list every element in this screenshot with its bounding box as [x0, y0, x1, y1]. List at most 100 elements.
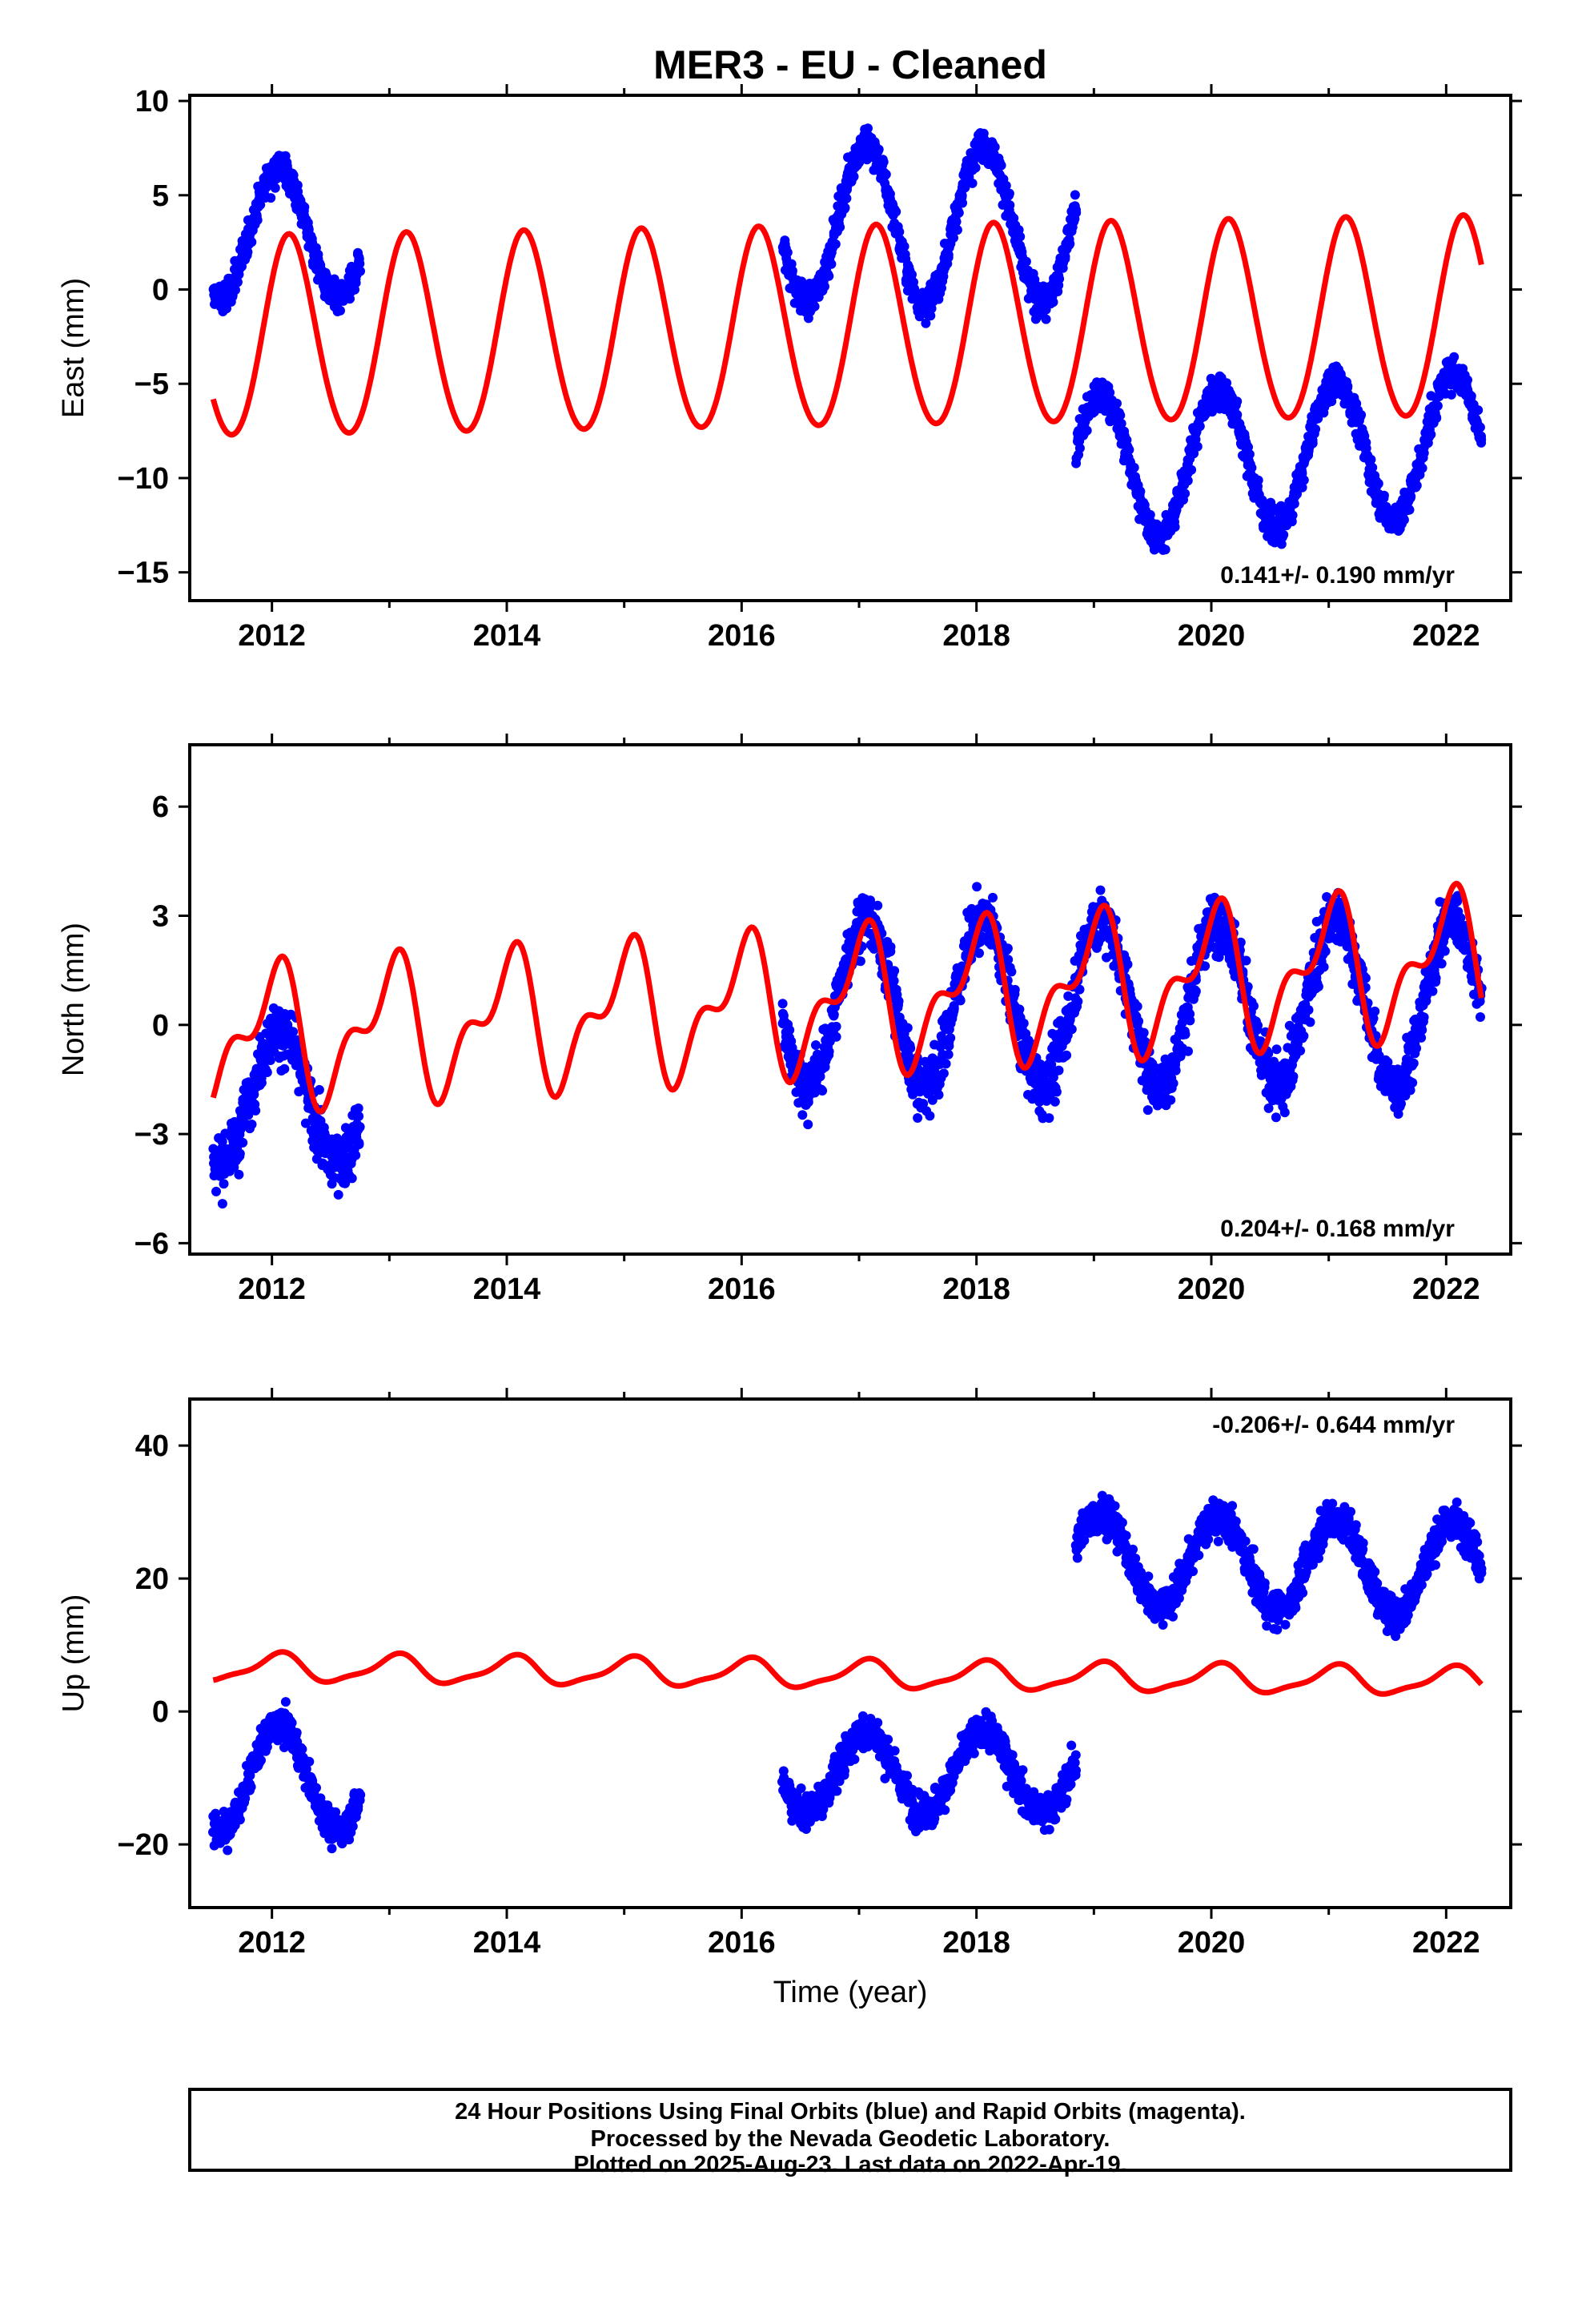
- data-point: [937, 283, 946, 293]
- data-point: [934, 1090, 944, 1100]
- data-point: [1407, 1078, 1418, 1088]
- data-point: [803, 1120, 813, 1130]
- x-tick-label: 2020: [1178, 1273, 1246, 1306]
- data-point: [1367, 462, 1378, 472]
- data-point: [1373, 478, 1383, 489]
- data-point: [1253, 1020, 1263, 1031]
- data-point: [907, 269, 917, 279]
- data-point: [265, 1055, 275, 1065]
- data-point: [246, 1782, 256, 1792]
- data-point: [335, 305, 345, 316]
- x-tick-label: 2014: [473, 1273, 541, 1306]
- data-point: [1060, 251, 1070, 262]
- data-point: [899, 241, 909, 251]
- data-point: [1466, 391, 1476, 401]
- data-point: [1132, 1001, 1142, 1011]
- data-point: [946, 1033, 956, 1043]
- data-point: [1476, 434, 1487, 444]
- east-frame: [188, 94, 1512, 602]
- data-point: [1003, 955, 1014, 965]
- data-point: [974, 948, 984, 959]
- north-x-ticks: [271, 734, 1447, 1265]
- data-point: [1449, 352, 1460, 362]
- data-point: [1287, 510, 1298, 521]
- data-point: [270, 183, 280, 193]
- data-point: [951, 216, 962, 227]
- data-point: [243, 247, 253, 257]
- x-tick-label: 2016: [708, 619, 776, 653]
- north-y-ticks: [179, 805, 1522, 1244]
- data-point: [1048, 297, 1058, 308]
- data-point: [1129, 462, 1139, 472]
- data-point: [1431, 413, 1442, 424]
- data-point: [1063, 991, 1074, 1001]
- data-point: [1393, 1109, 1403, 1119]
- y-tick-label: −5: [135, 368, 169, 401]
- data-point: [1005, 200, 1015, 211]
- data-point: [1405, 1085, 1415, 1096]
- data-point: [826, 259, 837, 269]
- data-point: [1427, 986, 1438, 996]
- data-point: [1307, 438, 1318, 448]
- data-point: [1404, 505, 1415, 515]
- data-point: [279, 1063, 290, 1074]
- east-plot-area: [208, 123, 1487, 555]
- data-point: [1417, 1025, 1427, 1035]
- data-point: [873, 144, 884, 155]
- data-point: [1112, 398, 1122, 408]
- data-point: [820, 281, 829, 292]
- data-point: [1214, 952, 1224, 963]
- data-point: [256, 1078, 267, 1088]
- data-point: [1070, 190, 1080, 200]
- data-point: [313, 249, 323, 259]
- data-point: [1222, 378, 1232, 388]
- data-point: [1313, 982, 1323, 991]
- north-model-curve: [210, 880, 1484, 1115]
- data-point: [234, 269, 244, 279]
- north-data-points: [208, 882, 1487, 1209]
- data-point: [1463, 375, 1472, 385]
- data-point: [1416, 1032, 1427, 1043]
- data-point: [894, 227, 905, 237]
- data-point: [889, 966, 900, 976]
- data-point: [988, 892, 998, 903]
- north-plot-area: [208, 880, 1487, 1209]
- data-point: [1319, 962, 1329, 972]
- y-tick-label: 0: [152, 1009, 169, 1043]
- data-point: [1105, 388, 1115, 398]
- data-point: [967, 178, 978, 188]
- data-point: [811, 1040, 821, 1050]
- data-point: [785, 1025, 795, 1035]
- data-point: [1241, 955, 1251, 966]
- data-point: [949, 1003, 959, 1014]
- data-point: [1044, 1113, 1054, 1124]
- data-point: [1015, 231, 1026, 242]
- data-point: [1142, 1105, 1153, 1116]
- data-point: [1360, 973, 1371, 983]
- east-data-points: [208, 123, 1487, 555]
- data-point: [1399, 515, 1409, 525]
- data-point: [1411, 480, 1422, 491]
- north-rate-label: 0.204+/- 0.168 mm/yr: [1220, 1216, 1455, 1242]
- data-point: [287, 1718, 297, 1728]
- data-point: [1170, 1065, 1181, 1076]
- data-point: [231, 285, 240, 296]
- data-point: [1071, 205, 1081, 215]
- data-point: [925, 1111, 935, 1121]
- data-point: [1191, 986, 1201, 996]
- up-plot-area: [208, 1490, 1487, 1856]
- data-point: [1408, 1058, 1419, 1068]
- data-point: [280, 1697, 291, 1707]
- data-point: [217, 1199, 227, 1209]
- x-tick-label: 2022: [1412, 1273, 1480, 1306]
- data-point: [849, 171, 859, 182]
- data-point: [1073, 996, 1083, 1007]
- data-point: [1071, 458, 1082, 468]
- data-point: [943, 1049, 954, 1059]
- data-point: [1180, 489, 1191, 499]
- data-point: [893, 996, 904, 1007]
- x-tick-label: 2018: [942, 619, 1010, 653]
- data-point: [1160, 545, 1170, 555]
- data-point: [1192, 441, 1203, 452]
